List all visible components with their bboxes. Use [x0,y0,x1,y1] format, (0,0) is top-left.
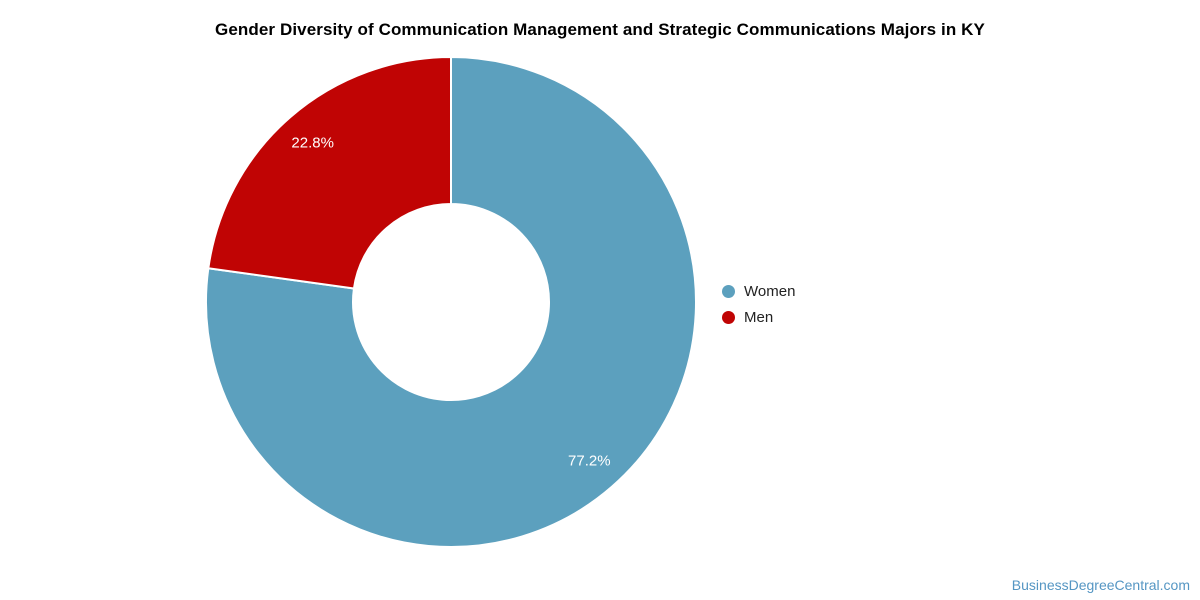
pie-slice-men[interactable] [207,56,452,290]
chart-title: Gender Diversity of Communication Manage… [215,20,985,39]
slice-label-men: 22.8% [291,134,334,152]
legend: Women Men [722,278,795,330]
legend-swatch-women [722,284,735,298]
legend-item-men[interactable]: Men [722,304,795,330]
legend-swatch-men [722,310,735,324]
legend-label-men: Men [744,308,774,326]
legend-item-women[interactable]: Women [722,278,795,304]
pie-slice-women[interactable] [205,56,697,548]
footer-link[interactable]: BusinessDegreeCentral.com [1011,577,1190,593]
slice-label-women: 77.2% [568,452,611,470]
legend-label-women: Women [744,282,796,300]
